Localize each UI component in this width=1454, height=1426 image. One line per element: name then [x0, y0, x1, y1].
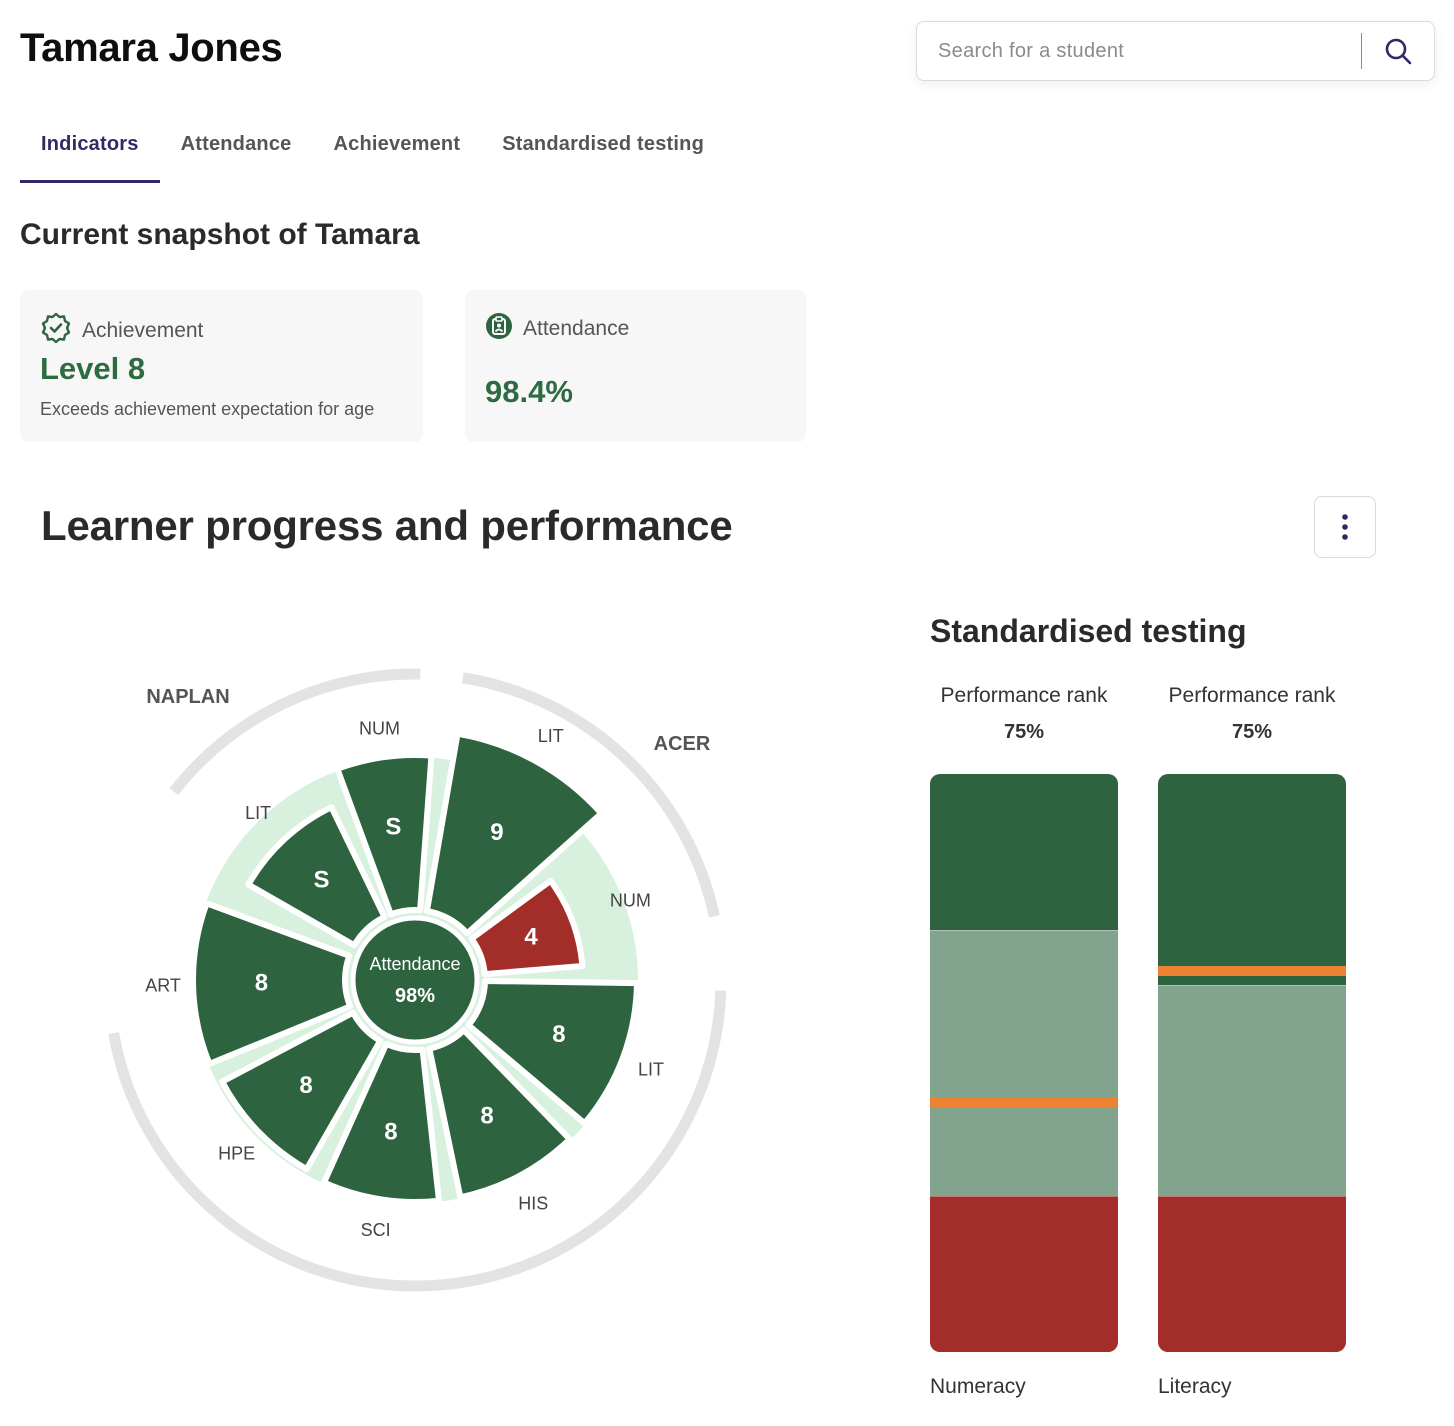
- radial-performance-chart: S LIT S NUM 9 LIT 4 NUM 8 LIT 8 HIS 8 SCI 8 HPE 8 ART Atte…: [108, 667, 728, 1292]
- literacy-column: Performance rank 75% Literacy: [1158, 680, 1346, 1398]
- rank-marker: [1158, 965, 1346, 976]
- segment-subject-label: HPE: [218, 1143, 255, 1163]
- rank-band-top: [1158, 774, 1346, 985]
- tab-bar: Indicators Attendance Achievement Standa…: [20, 118, 725, 183]
- rank-band-middle: [930, 930, 1118, 1196]
- segment-subject-label: LIT: [638, 1059, 664, 1079]
- segment-value: 8: [299, 1072, 312, 1099]
- literacy-rank-label: Performance rank: [1168, 684, 1336, 707]
- radial-segment: [320, 1040, 442, 1205]
- attendance-card: Attendance 98.4%: [465, 290, 806, 442]
- numeracy-label: Numeracy: [930, 1375, 1026, 1398]
- radial-segment: [245, 804, 388, 949]
- literacy-label: Literacy: [1158, 1375, 1232, 1398]
- segment-value: S: [313, 867, 329, 894]
- segment-subject-label: LIT: [245, 803, 271, 823]
- attendance-centre: [350, 915, 480, 1045]
- tab-achievement[interactable]: Achievement: [333, 133, 461, 155]
- search-icon[interactable]: [1382, 35, 1414, 67]
- attendance-percentage: 98.4%: [485, 374, 573, 409]
- rank-band-bottom: [1158, 1195, 1346, 1352]
- outer-ring-arc-acer: [462, 672, 720, 918]
- centre-value: 98%: [395, 985, 435, 1007]
- achievement-card-header: Achievement: [40, 312, 203, 350]
- group-label-acer: ACER: [654, 733, 711, 755]
- attendance-card-header: Attendance: [485, 312, 629, 346]
- literacy-rank-bar: [1158, 774, 1346, 1352]
- achievement-card: Achievement Level 8 Exceeds achievement …: [20, 290, 423, 442]
- literacy-rank-value: 75%: [1231, 721, 1273, 743]
- rank-marker: [930, 1098, 1118, 1109]
- tab-attendance[interactable]: Attendance: [180, 133, 292, 155]
- segment-value: 8: [552, 1021, 565, 1048]
- outer-ring-gap: [120, 814, 162, 878]
- standardised-testing-title: Standardised testing: [930, 613, 1247, 649]
- rank-band-middle: [1158, 984, 1346, 1196]
- more-vertical-icon: [1342, 514, 1348, 540]
- snapshot-title: Current snapshot of Tamara: [20, 218, 420, 251]
- radial-segment: [468, 877, 586, 978]
- achievement-card-label: Achievement: [82, 319, 204, 342]
- search-box: [916, 21, 1435, 81]
- rank-band-bottom: [930, 1195, 1118, 1352]
- numeracy-rank-value: 75%: [1003, 721, 1045, 743]
- student-name: Tamara Jones: [20, 26, 283, 70]
- radial-segment: [426, 1027, 573, 1201]
- tab-standardised-testing[interactable]: Standardised testing: [502, 133, 704, 155]
- segment-subject-label: ART: [145, 975, 181, 995]
- segment-value: 9: [490, 819, 503, 846]
- achievement-description: Exceeds achievement expectation for age: [40, 399, 375, 419]
- outer-ring-gap: [420, 667, 464, 685]
- clipboard-user-icon: [485, 312, 513, 346]
- search-divider: [1361, 33, 1362, 69]
- badge-check-icon: [40, 312, 72, 350]
- segment-subject-label: NUM: [610, 890, 651, 910]
- segment-value: 8: [384, 1119, 397, 1146]
- attendance-card-label: Attendance: [523, 317, 630, 340]
- tab-indicators[interactable]: Indicators: [20, 118, 160, 183]
- group-label-naplan: NAPLAN: [146, 686, 229, 708]
- progress-section-title: Learner progress and performance: [41, 502, 733, 549]
- search-input[interactable]: [917, 22, 1361, 80]
- radial-segment: [465, 977, 640, 1127]
- segment-subject-label: NUM: [359, 718, 400, 738]
- numeracy-rank-bar: [930, 774, 1118, 1352]
- numeracy-column: Performance rank 75% Numeracy: [930, 680, 1118, 1398]
- radial-segment: [334, 752, 435, 918]
- segment-subject-label: LIT: [538, 726, 564, 746]
- segment-value: 8: [255, 970, 268, 997]
- rank-band-top: [930, 774, 1118, 931]
- numeracy-rank-label: Performance rank: [940, 684, 1108, 707]
- segment-value: 4: [524, 924, 538, 951]
- outer-ring-arc: [108, 668, 727, 1292]
- radial-segment: [423, 730, 605, 937]
- more-options-button[interactable]: [1314, 496, 1376, 558]
- segment-subject-label: SCI: [361, 1220, 391, 1240]
- segment-value: 8: [480, 1103, 493, 1130]
- radial-segment: [219, 1009, 384, 1173]
- centre-label: Attendance: [369, 954, 460, 974]
- segment-subject-label: HIS: [518, 1194, 548, 1214]
- segment-value: S: [385, 813, 401, 840]
- achievement-level: Level 8: [40, 351, 146, 386]
- radial-segment: [190, 900, 354, 1067]
- outer-ring-gap: [707, 914, 728, 991]
